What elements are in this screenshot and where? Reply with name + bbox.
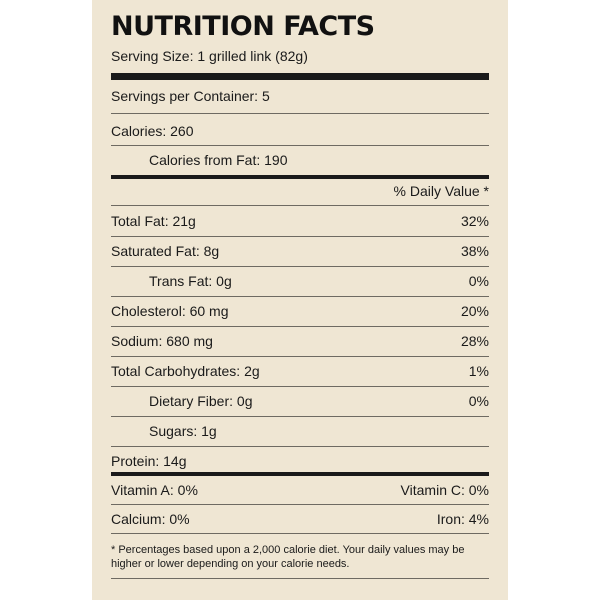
nutrient-daily-value: 38% <box>460 243 489 259</box>
servings-per-container: Servings per Container: 5 <box>111 87 489 105</box>
nutrient-daily-value: 32% <box>460 213 489 229</box>
nutrient-label: Sugars: 1g <box>149 423 217 439</box>
calories-from-fat-text: Calories from Fat: 190 <box>149 152 288 168</box>
thick-divider-top <box>111 73 489 80</box>
nutrient-row-protein: Protein: 14g <box>111 452 489 470</box>
serving-size-text: Serving Size: 1 grilled link (82g) <box>111 48 308 64</box>
mineral-right: Iron: 4% <box>436 511 489 527</box>
divider <box>111 236 489 237</box>
vitamin-row: Vitamin A: 0% Vitamin C: 0% <box>111 481 489 499</box>
divider <box>111 416 489 417</box>
footnote: * Percentages based upon a 2,000 calorie… <box>111 544 465 570</box>
nutrient-row-trans-fat: Trans Fat: 0g 0% <box>111 272 489 290</box>
serving-size: Serving Size: 1 grilled link (82g) <box>111 47 489 65</box>
nutrient-row-sodium: Sodium: 680 mg 28% <box>111 332 489 350</box>
nutrient-label: Saturated Fat: 8g <box>111 243 220 259</box>
divider <box>111 266 489 267</box>
calories-text: Calories: 260 <box>111 123 194 139</box>
servings-per-container-text: Servings per Container: 5 <box>111 88 270 104</box>
nutrient-label: Total Fat: 21g <box>111 213 196 229</box>
nutrient-daily-value: 0% <box>468 273 489 289</box>
divider <box>111 145 489 146</box>
calories-from-fat-row: Calories from Fat: 190 <box>111 151 489 169</box>
vitamin-right: Vitamin C: 0% <box>400 482 489 498</box>
nutrient-row-saturated-fat: Saturated Fat: 8g 38% <box>111 242 489 260</box>
nutrient-label: Dietary Fiber: 0g <box>149 393 253 409</box>
nutrient-label: Sodium: 680 mg <box>111 333 213 349</box>
divider <box>111 504 489 505</box>
divider <box>111 113 489 114</box>
nutrient-daily-value: 1% <box>468 363 489 379</box>
daily-value-header-text: % Daily Value * <box>393 183 489 199</box>
mineral-left: Calcium: 0% <box>111 511 190 527</box>
nutrient-row-total-carbohydrates: Total Carbohydrates: 2g 1% <box>111 362 489 380</box>
daily-value-header: % Daily Value * <box>111 182 489 200</box>
calories-row: Calories: 260 <box>111 122 489 140</box>
nutrient-row-cholesterol: Cholesterol: 60 mg 20% <box>111 302 489 320</box>
nutrient-daily-value: 20% <box>460 303 489 319</box>
vitamin-left: Vitamin A: 0% <box>111 482 198 498</box>
nutrient-daily-value: 28% <box>460 333 489 349</box>
divider <box>111 205 489 206</box>
divider <box>111 326 489 327</box>
nutrition-facts-label: NUTRITION FACTS Serving Size: 1 grilled … <box>92 0 508 600</box>
divider <box>111 356 489 357</box>
nutrient-label: Total Carbohydrates: 2g <box>111 363 260 379</box>
nutrient-label: Trans Fat: 0g <box>149 273 232 289</box>
nutrient-row-dietary-fiber: Dietary Fiber: 0g 0% <box>111 392 489 410</box>
label-title: NUTRITION FACTS <box>111 11 375 42</box>
nutrient-row-sugars: Sugars: 1g <box>111 422 489 440</box>
divider <box>111 386 489 387</box>
divider <box>111 446 489 447</box>
divider <box>111 578 489 579</box>
nutrient-label: Protein: 14g <box>111 453 187 469</box>
nutrient-label: Cholesterol: 60 mg <box>111 303 229 319</box>
mineral-row: Calcium: 0% Iron: 4% <box>111 510 489 528</box>
thick-divider-middle <box>111 175 489 179</box>
nutrient-row-total-fat: Total Fat: 21g 32% <box>111 212 489 230</box>
divider <box>111 533 489 534</box>
divider <box>111 296 489 297</box>
nutrient-daily-value: 0% <box>468 393 489 409</box>
thick-divider-bottom <box>111 472 489 476</box>
